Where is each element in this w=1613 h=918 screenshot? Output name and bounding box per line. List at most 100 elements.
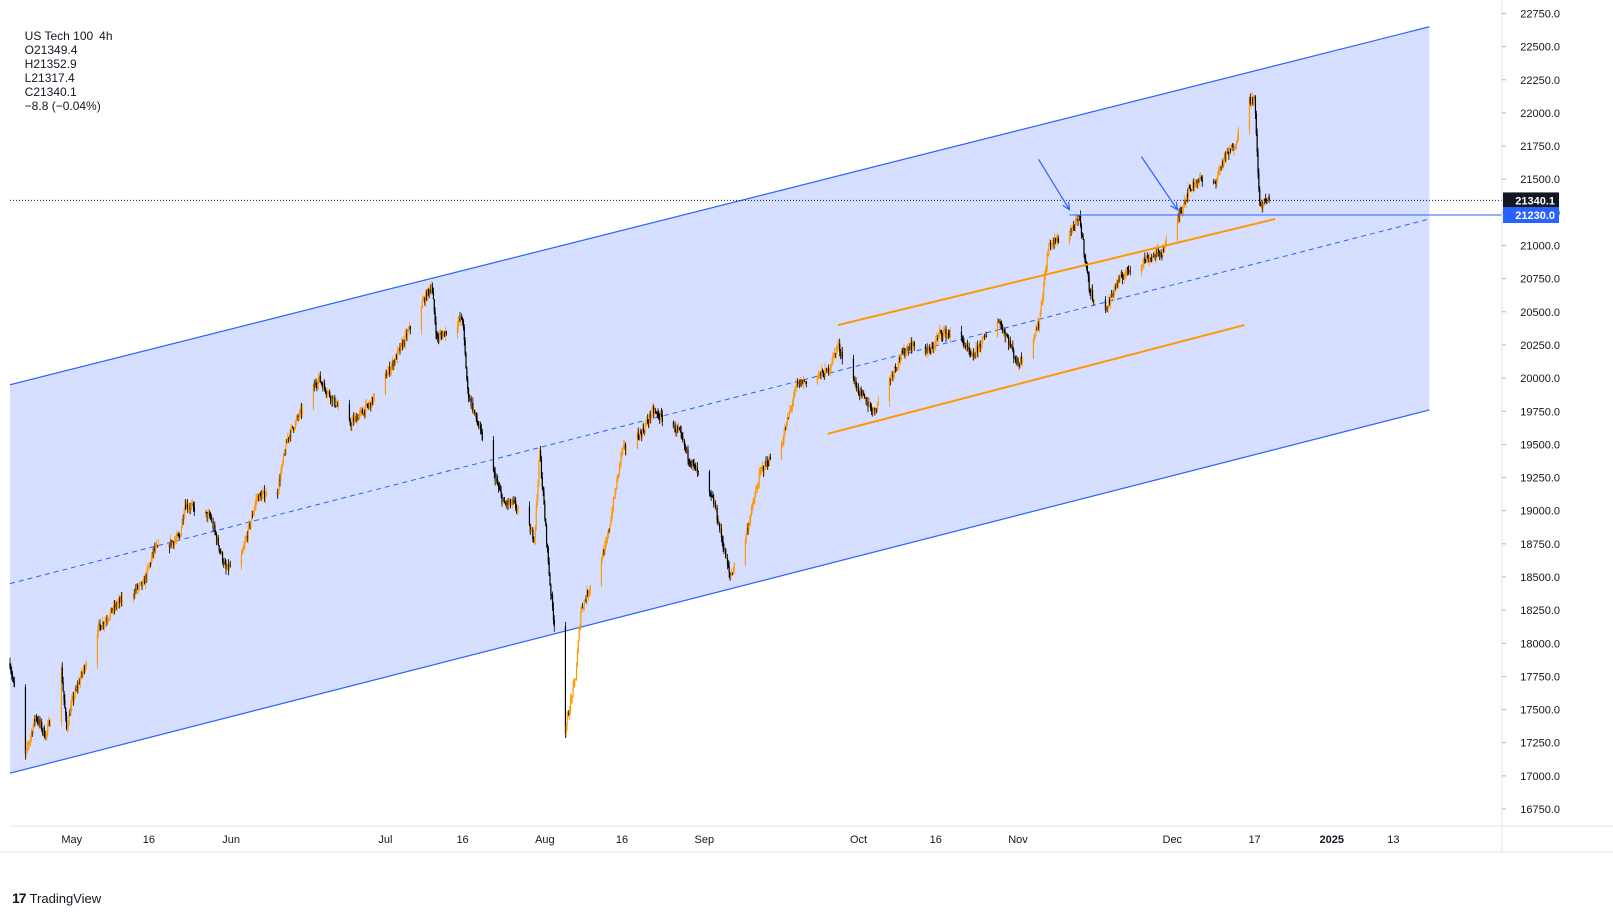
candle-body (497, 479, 499, 485)
candle-body (542, 486, 544, 492)
candle-body (1005, 335, 1007, 338)
candle-body (1187, 186, 1190, 197)
candle-body (322, 384, 324, 390)
candle-body (1081, 234, 1083, 238)
candle-body (1090, 291, 1092, 294)
candle-body (335, 405, 337, 407)
candle-body (978, 343, 981, 347)
candle-body (983, 335, 985, 338)
candle-body (336, 405, 339, 407)
candle-body (280, 472, 282, 481)
candle-body (799, 380, 801, 386)
candle-body (137, 585, 139, 589)
candle-body (1042, 295, 1044, 303)
candle-body (1001, 324, 1003, 330)
candle-body (401, 342, 404, 348)
candle-body (134, 588, 136, 595)
candle-body (65, 708, 67, 716)
candle-body (132, 594, 135, 598)
tradingview-brand[interactable]: 17 TradingView (12, 890, 101, 906)
candle-body (1047, 252, 1049, 257)
candle-body (785, 428, 787, 430)
orange-lower-line[interactable] (827, 324, 1245, 435)
candle-body (828, 370, 831, 374)
candle-body (1006, 335, 1008, 337)
candle-body (933, 346, 935, 350)
candle-body (35, 716, 38, 720)
candle-body (1234, 148, 1236, 149)
candle-body (801, 380, 803, 387)
legend-change: −8.8 (−0.04%) (24, 99, 101, 113)
candle-body (1196, 179, 1198, 184)
level-price-tag-bg (1503, 207, 1559, 224)
candle-body (530, 529, 532, 533)
candle-body (170, 539, 172, 546)
candle-body (867, 401, 869, 407)
candle-body (214, 525, 216, 532)
candle-body (874, 407, 876, 412)
candle-body (909, 346, 911, 350)
candle-body (1020, 356, 1023, 363)
y-tick-label: 20250.0 (1520, 340, 1560, 352)
candle-body (190, 505, 192, 509)
candle-body (710, 492, 712, 496)
candle-body (480, 428, 483, 433)
candle-body (257, 495, 259, 498)
candle-body (120, 597, 123, 603)
candle-body (1068, 234, 1071, 243)
channel-upper-line[interactable] (9, 26, 1430, 386)
candle-body (1151, 255, 1154, 259)
arrow-2[interactable] (1140, 156, 1178, 211)
candle-body (730, 575, 732, 578)
candle-body (13, 680, 15, 688)
candle-body (876, 403, 879, 411)
candle-body (331, 395, 333, 403)
candle-body (755, 490, 757, 496)
candle-body (682, 437, 684, 441)
candle-body (1123, 276, 1125, 280)
candle-body (708, 471, 711, 492)
candle-body (647, 419, 649, 423)
candle-body (209, 513, 211, 517)
candle-body (1231, 145, 1233, 147)
candle-body (1190, 189, 1192, 191)
candle-body (437, 335, 439, 338)
candle-body (314, 382, 316, 387)
arrow-head-1 (1062, 201, 1071, 211)
candle-body (507, 501, 509, 505)
candle-body (930, 346, 933, 354)
candle-body (1214, 181, 1216, 183)
candle-body (1075, 219, 1077, 221)
candle-body (397, 349, 399, 351)
orange-upper-line[interactable] (837, 218, 1276, 327)
candle-body (1106, 306, 1108, 312)
candle-body (321, 382, 323, 385)
brand-name: TradingView (29, 890, 102, 906)
candle-body (327, 391, 329, 394)
candle-body (673, 424, 675, 428)
candle-body (553, 619, 555, 627)
candle-body (893, 372, 895, 377)
candle-body (63, 690, 65, 700)
candle-body (1001, 329, 1004, 333)
candle-body (949, 331, 951, 338)
candle-body (365, 403, 368, 405)
candle-body (210, 516, 213, 522)
candle-body (654, 411, 657, 413)
candle-body (66, 727, 69, 729)
candle-body (1018, 365, 1020, 367)
candle-body (1119, 275, 1121, 282)
arrow-1[interactable] (1038, 159, 1070, 211)
candle-body (348, 403, 351, 421)
candle-body (278, 479, 280, 491)
candle-body (1015, 360, 1017, 363)
candle-body (141, 581, 143, 586)
channel-lower-line[interactable] (9, 409, 1430, 774)
channel-mid-line[interactable] (9, 218, 1430, 585)
candle-body (620, 453, 622, 462)
candle-body (1267, 196, 1269, 201)
candle-body (292, 426, 294, 429)
candle-body (536, 495, 538, 506)
